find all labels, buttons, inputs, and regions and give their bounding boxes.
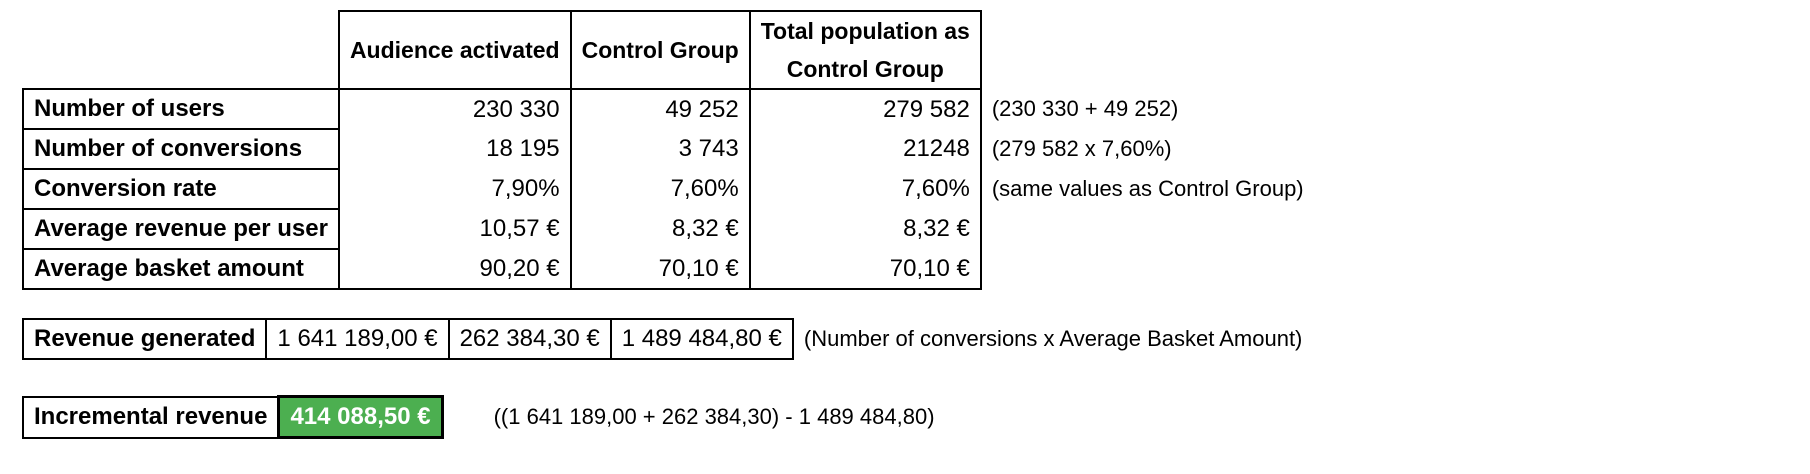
header-row: Audience activated Control Group Total p… (23, 10, 1315, 90)
cell-total[interactable]: 279 582 (748, 89, 982, 129)
revenue-note[interactable]: (Number of conversions x Average Basket … (803, 326, 1303, 351)
revenue-label[interactable]: Revenue generated (21, 318, 268, 360)
row-note[interactable] (981, 209, 1315, 249)
row-label[interactable]: Average basket amount (22, 248, 340, 290)
row-label[interactable]: Number of conversions (22, 128, 340, 170)
header-blank-cell (23, 11, 340, 90)
incremental-value[interactable]: 414 088,50 € (277, 395, 444, 439)
incremental-label[interactable]: Incremental revenue (22, 395, 280, 439)
cell-total[interactable]: 7,60% (748, 169, 982, 209)
metrics-table: Audience activated Control Group Total p… (22, 10, 1316, 290)
revenue-control[interactable]: 262 384,30 € (447, 318, 612, 360)
row-label[interactable]: Number of users (22, 88, 340, 130)
revenue-table: Revenue generated 1 641 189,00 € 262 384… (21, 318, 1312, 360)
row-label[interactable]: Conversion rate (22, 168, 340, 210)
cell-control[interactable]: 7,60% (569, 169, 751, 209)
cell-control[interactable]: 49 252 (569, 89, 751, 129)
cell-audience[interactable]: 10,57 € (337, 209, 572, 249)
row-label[interactable]: Average revenue per user (22, 208, 340, 250)
header-total-population[interactable]: Total population as Control Group (748, 10, 982, 90)
table-row-conversion-rate: Conversion rate 7,90% 7,60% 7,60% (same … (22, 168, 1315, 210)
revenue-total[interactable]: 1 489 484,80 € (609, 318, 794, 360)
cell-control[interactable]: 70,10 € (569, 249, 751, 290)
cell-total[interactable]: 70,10 € (748, 249, 982, 290)
row-note[interactable]: (230 330 + 49 252) (991, 96, 1179, 121)
header-control-group[interactable]: Control Group (569, 10, 751, 90)
cell-control[interactable]: 3 743 (569, 129, 751, 169)
incremental-note[interactable]: ((1 641 189,00 + 262 384,30) - 1 489 484… (493, 404, 935, 429)
incremental-table: Incremental revenue 414 088,50 € ((1 641… (22, 395, 945, 439)
table-row-revenue: Revenue generated 1 641 189,00 € 262 384… (21, 318, 1312, 360)
cell-audience[interactable]: 18 195 (337, 129, 572, 169)
table-row-conversions: Number of conversions 18 195 3 743 21248… (22, 128, 1315, 170)
cell-total[interactable]: 21248 (748, 129, 982, 169)
table-row-avg-revenue: Average revenue per user 10,57 € 8,32 € … (22, 208, 1315, 250)
empty-cell (464, 397, 484, 438)
header-audience-activated[interactable]: Audience activated (337, 10, 572, 90)
row-note[interactable]: (279 582 x 7,60%) (991, 136, 1172, 161)
header-total-line1: Total population as (760, 18, 970, 44)
table-row-users: Number of users 230 330 49 252 279 582 (… (22, 88, 1315, 130)
cell-total[interactable]: 8,32 € (748, 209, 982, 249)
empty-cell (442, 397, 464, 438)
cell-audience[interactable]: 90,20 € (337, 249, 572, 290)
table-row-avg-basket: Average basket amount 90,20 € 70,10 € 70… (22, 248, 1315, 290)
header-total-line2: Control Group (786, 56, 944, 82)
header-note-spacer (981, 11, 1315, 89)
table-row-incremental: Incremental revenue 414 088,50 € ((1 641… (22, 395, 945, 439)
row-note[interactable]: (same values as Control Group) (991, 176, 1304, 201)
cell-control[interactable]: 8,32 € (569, 209, 751, 249)
row-note[interactable] (981, 249, 1315, 289)
cell-audience[interactable]: 7,90% (337, 169, 572, 209)
revenue-audience[interactable]: 1 641 189,00 € (265, 318, 450, 360)
cell-audience[interactable]: 230 330 (337, 89, 572, 129)
